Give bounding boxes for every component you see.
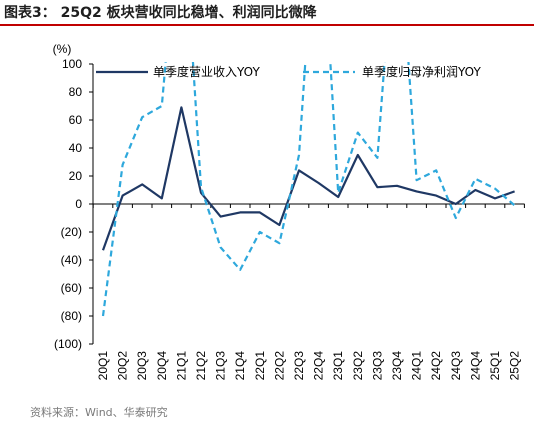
series-layer [101,62,516,317]
x-tick-label: 21Q3 [214,351,228,381]
x-tick-label: 21Q1 [174,351,188,381]
x-tick-label: 24Q1 [410,351,424,381]
y-axis-unit: (%) [53,42,72,56]
x-tick-label: 23Q1 [331,351,345,381]
figure-title: 图表3： 25Q2 板块营收同比稳增、利润同比微降 [4,5,317,21]
x-tick-label: 22Q1 [253,351,267,381]
series-line-1 [101,106,515,251]
y-tick-label: 60 [69,113,83,127]
y-tick-label: 20 [69,169,83,183]
x-tick-label: 24Q4 [468,351,482,381]
x-tick-label: 25Q1 [488,351,502,381]
x-tick-label: 22Q4 [312,351,326,381]
y-tick-label: 40 [69,141,83,155]
y-tick-label: 100 [62,57,82,71]
title-rule [0,24,534,26]
y-tick-label: 80 [69,85,83,99]
x-axis: 20Q1 20Q2 20Q3 20Q4 21Q1 21Q2 21Q3 21Q4 22Q1 22Q2… [92,203,525,381]
x-tick-label: 23Q3 [370,351,384,381]
x-tick-label: 20Q2 [116,351,130,381]
y-tick-label: 0 [75,197,82,211]
x-tick-label: 24Q2 [429,351,443,381]
x-tick-label: 21Q2 [194,351,208,381]
y-tick-label: (80) [61,309,82,323]
x-tick-label: 22Q3 [292,351,306,381]
legend-label-1: 单季度营业收入YOY [153,64,260,79]
y-tick-label: (100) [54,337,82,351]
x-tick-label: 23Q4 [390,351,404,381]
x-tick-label: 23Q2 [351,351,365,381]
y-axis: 100 80 60 40 20 0 (20) (40) (60) (80) (100) [54,57,94,351]
x-tick-label: 21Q4 [233,351,247,381]
x-tick-label: 20Q1 [96,351,110,381]
x-tick-label: 25Q2 [508,351,522,381]
x-tick-label: 24Q3 [449,351,463,381]
legend: 单季度营业收入YOY 单季度归母净利润YOY [96,64,481,79]
y-tick-label: (40) [61,253,82,267]
series-line-2 [101,62,516,317]
x-tick-label: 20Q4 [155,351,169,381]
y-tick-label: (60) [61,281,82,295]
y-tick-label: (20) [61,225,82,239]
x-tick-label: 22Q2 [272,351,286,381]
legend-label-2: 单季度归母净利润YOY [362,64,481,79]
x-tick-label: 20Q3 [135,351,149,381]
source-note: 资料来源：Wind、华泰研究 [30,406,168,419]
